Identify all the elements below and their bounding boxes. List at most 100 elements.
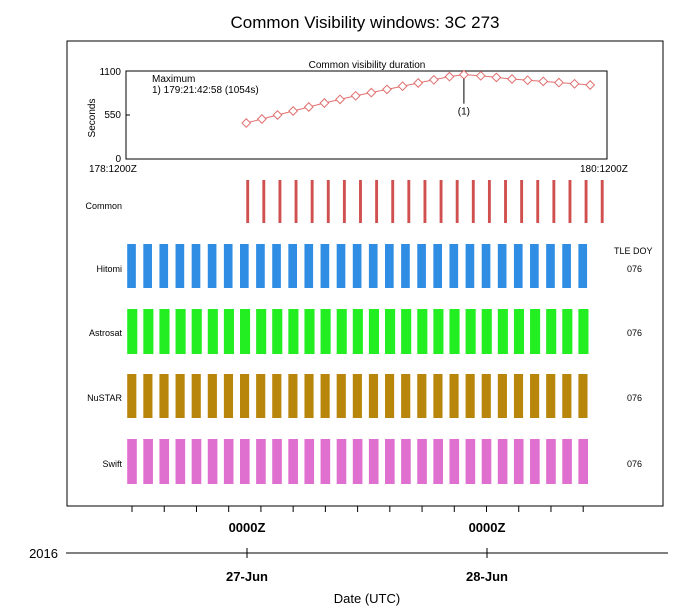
inset-xstart-label: 178:1200Z	[89, 164, 137, 175]
visibility-window-common	[504, 180, 507, 223]
visibility-window-common	[294, 180, 298, 223]
visibility-window-hitomi	[513, 244, 523, 288]
visibility-window-hitomi	[159, 244, 169, 288]
inset-ytick-0: 0	[115, 154, 121, 165]
visibility-window-astrosat	[143, 309, 154, 354]
visibility-window-astrosat	[401, 309, 412, 354]
inset-data-point	[319, 98, 330, 108]
visibility-window-nustar	[159, 374, 169, 418]
visibility-window-hitomi	[320, 244, 330, 288]
visibility-window-nustar	[272, 374, 282, 418]
visibility-window-astrosat	[546, 309, 557, 354]
visibility-window-astrosat	[240, 309, 251, 354]
inset-data-point	[366, 87, 377, 98]
visibility-window-swift	[546, 439, 556, 484]
visibility-window-hitomi	[127, 244, 136, 288]
visibility-window-astrosat	[336, 309, 347, 354]
inset-data-point	[444, 71, 455, 82]
visibility-window-nustar	[175, 374, 185, 418]
visibility-window-nustar	[320, 374, 330, 418]
inset-ylabel: Seconds	[87, 99, 98, 138]
visibility-window-common	[407, 180, 411, 223]
visibility-window-astrosat	[562, 309, 573, 354]
visibility-window-swift	[159, 439, 170, 484]
inset-xend-label: 180:1200Z	[580, 164, 628, 175]
visibility-window-astrosat	[127, 309, 138, 354]
visibility-window-nustar	[368, 374, 379, 418]
visibility-window-swift	[336, 439, 347, 484]
visibility-window-astrosat	[191, 309, 202, 354]
visibility-window-nustar	[304, 374, 314, 418]
visibility-window-common	[455, 180, 459, 223]
inset-data-point	[397, 81, 408, 92]
visibility-window-swift	[191, 439, 202, 484]
main-frame	[66, 40, 664, 507]
visibility-tracks	[127, 180, 604, 484]
inset-ytick-550: 550	[104, 110, 121, 121]
visibility-window-astrosat	[320, 309, 331, 354]
visibility-window-swift	[175, 439, 186, 484]
inset-data-point	[569, 78, 580, 89]
visibility-window-swift	[465, 439, 476, 484]
tick-date-label: 28-Jun	[466, 569, 508, 584]
visibility-window-swift	[497, 439, 508, 484]
inset-data-point	[522, 75, 533, 86]
visibility-window-common	[471, 180, 475, 223]
visibility-window-astrosat	[513, 309, 525, 354]
visibility-window-common	[278, 180, 282, 223]
track-label-nustar: NuSTAR	[87, 393, 122, 403]
visibility-window-swift	[368, 439, 379, 484]
visibility-window-nustar	[465, 374, 475, 418]
inset-data-point	[335, 94, 345, 105]
inset-data-point	[538, 76, 549, 87]
tick-time-label: 0000Z	[469, 520, 506, 535]
visibility-window-swift	[417, 439, 427, 484]
visibility-window-swift	[401, 439, 411, 484]
visibility-window-common	[439, 180, 443, 223]
visibility-window-swift	[127, 439, 137, 484]
visibility-window-common	[487, 180, 491, 223]
visibility-window-hitomi	[562, 244, 571, 288]
visibility-window-swift	[481, 439, 492, 484]
inset-data-point	[272, 110, 283, 120]
tle-header: TLE DOY	[614, 246, 653, 256]
visibility-window-astrosat	[449, 309, 460, 354]
visibility-window-astrosat	[223, 309, 234, 354]
inset-ytick-1100: 1100	[99, 67, 121, 78]
visibility-window-nustar	[207, 374, 217, 418]
visibility-window-common	[536, 180, 540, 223]
visibility-window-hitomi	[368, 244, 378, 288]
visibility-window-hitomi	[417, 244, 426, 288]
visibility-window-common	[584, 180, 588, 223]
visibility-window-common	[391, 180, 395, 223]
visibility-window-common	[552, 180, 556, 223]
visibility-window-swift	[513, 439, 524, 484]
visibility-window-hitomi	[465, 244, 475, 288]
visibility-window-astrosat	[304, 309, 315, 354]
visibility-window-nustar	[546, 374, 556, 418]
visibility-window-swift	[256, 439, 266, 484]
inset-max-entry: 1) 179:21:42:58 (1054s)	[152, 85, 259, 96]
visibility-window-hitomi	[433, 244, 443, 288]
visibility-window-astrosat	[465, 309, 476, 354]
visibility-window-hitomi	[449, 244, 459, 288]
visibility-window-nustar	[513, 374, 524, 418]
visibility-window-nustar	[562, 374, 572, 418]
inset-title: Common visibility duration	[309, 60, 426, 71]
visibility-window-swift	[288, 439, 298, 484]
visibility-window-hitomi	[385, 244, 394, 288]
visibility-window-hitomi	[175, 244, 185, 288]
inset-data-point	[553, 77, 564, 88]
inset-data-point	[256, 114, 267, 124]
visibility-window-swift	[304, 439, 315, 484]
tick-date-label: 27-Jun	[226, 569, 268, 584]
visibility-window-astrosat	[159, 309, 170, 354]
inset-data-point	[491, 72, 502, 83]
visibility-window-common	[262, 180, 266, 223]
tle-doy-hitomi: 076	[627, 264, 642, 274]
visibility-window-nustar	[449, 374, 459, 418]
visibility-window-nustar	[223, 374, 234, 418]
x-axis-label: Date (UTC)	[334, 591, 400, 606]
visibility-window-nustar	[336, 374, 346, 418]
visibility-window-astrosat	[497, 309, 508, 354]
